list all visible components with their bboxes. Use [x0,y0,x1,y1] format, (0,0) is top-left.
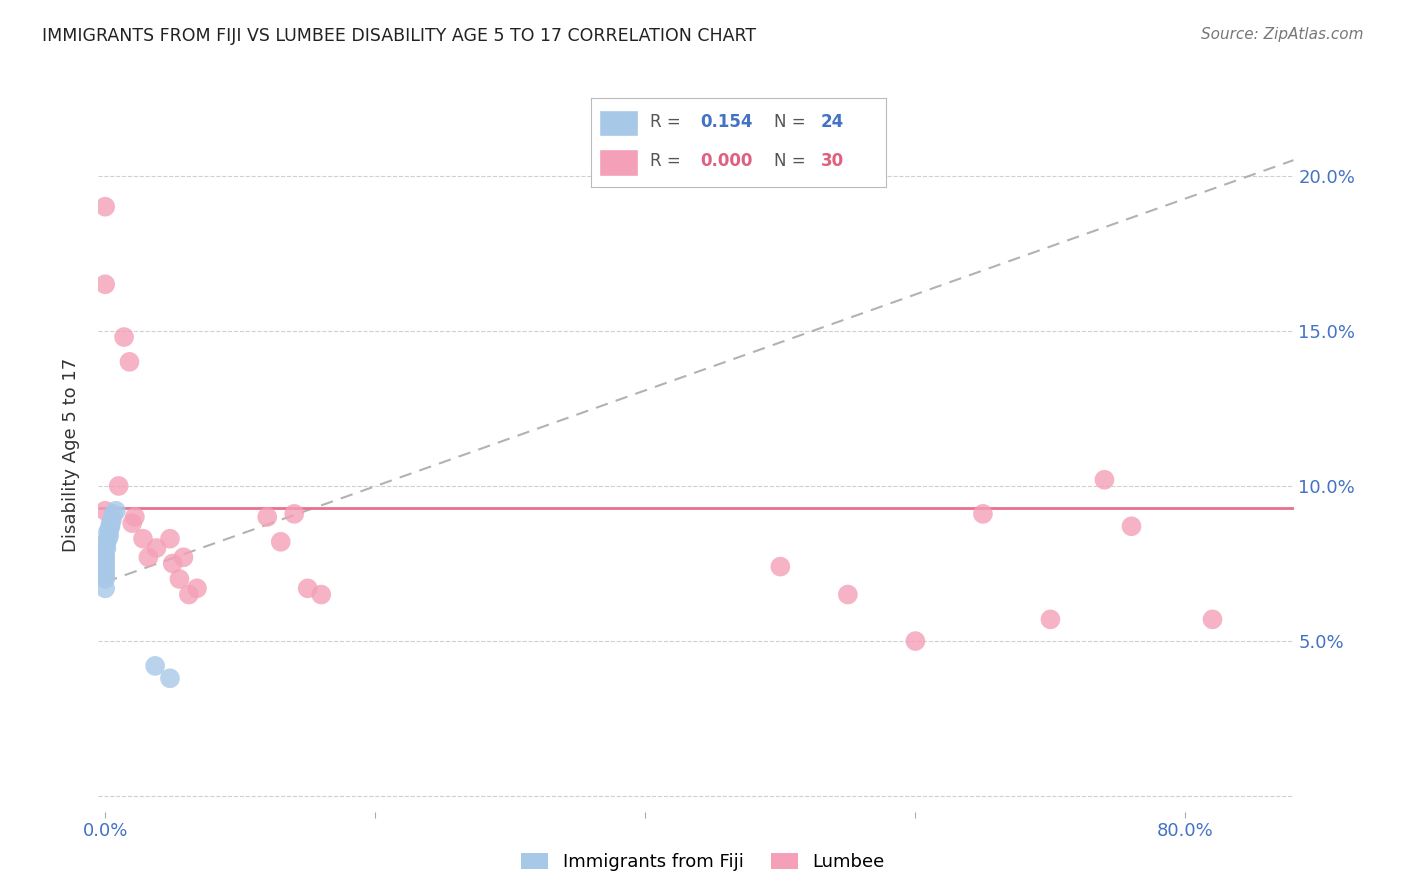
Point [96,541,118,555]
Point [124,510,146,524]
Point [904,634,927,648]
Legend: Immigrants from Fiji, Lumbee: Immigrants from Fiji, Lumbee [515,846,891,879]
Point [107,479,129,493]
Point [94,566,117,580]
Point [121,516,143,531]
Point [1121,519,1143,533]
Point [101,513,124,527]
Point [94,550,117,565]
Point [143,659,166,673]
Point [112,330,135,344]
Point [94,563,117,577]
Point [159,532,181,546]
Point [94,582,117,596]
Point [97,532,120,546]
Point [162,557,184,571]
Text: N =: N = [773,153,806,170]
Point [309,588,332,602]
Text: 0.000: 0.000 [700,153,752,170]
Point [100,516,122,531]
Point [169,572,191,586]
Point [145,541,167,555]
Text: 0.154: 0.154 [700,113,752,131]
Point [256,510,278,524]
Point [769,559,792,574]
Point [1039,612,1062,626]
Point [173,550,195,565]
Text: Source: ZipAtlas.com: Source: ZipAtlas.com [1201,27,1364,42]
Point [94,200,117,214]
Point [283,507,305,521]
Point [96,534,118,549]
Point [132,532,155,546]
Point [186,582,208,596]
Point [94,277,117,292]
Point [138,550,160,565]
Point [104,504,127,518]
Y-axis label: Disability Age 5 to 17: Disability Age 5 to 17 [62,358,80,552]
FancyBboxPatch shape [599,149,638,176]
Point [94,547,117,561]
Text: N =: N = [773,113,806,131]
Point [94,557,117,571]
Point [270,534,292,549]
Point [94,572,117,586]
FancyBboxPatch shape [599,110,638,136]
Point [118,355,141,369]
Point [1094,473,1116,487]
Point [98,528,121,542]
Text: R =: R = [650,113,681,131]
Text: 24: 24 [821,113,844,131]
Point [97,525,120,540]
Text: IMMIGRANTS FROM FIJI VS LUMBEE DISABILITY AGE 5 TO 17 CORRELATION CHART: IMMIGRANTS FROM FIJI VS LUMBEE DISABILIT… [42,27,756,45]
Text: 30: 30 [821,153,844,170]
Point [103,507,125,521]
Point [159,671,181,685]
Point [94,559,117,574]
Point [94,541,117,555]
Text: R =: R = [650,153,681,170]
Point [94,569,117,583]
Point [1201,612,1223,626]
Point [972,507,994,521]
Point [94,504,117,518]
Point [297,582,319,596]
Point [177,588,200,602]
Point [100,519,122,533]
Point [98,522,121,536]
Point [94,553,117,567]
Point [837,588,859,602]
